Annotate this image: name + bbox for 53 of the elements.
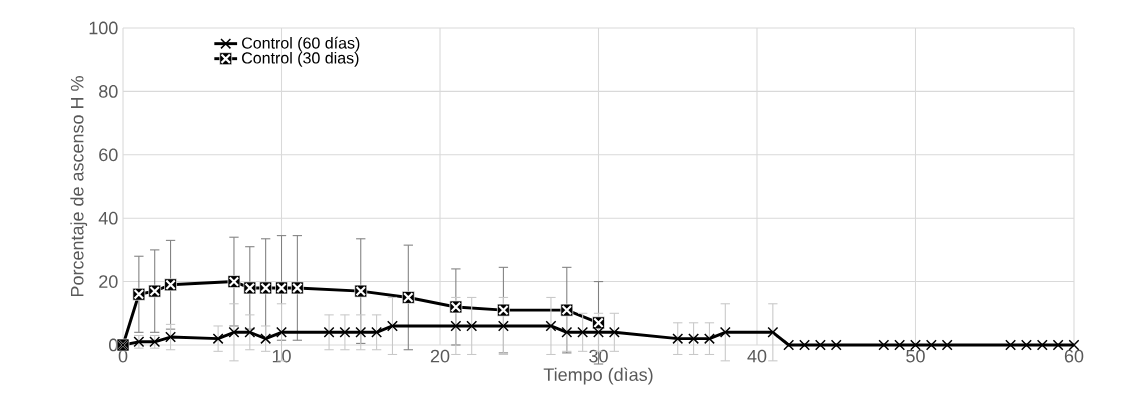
y-tick-label: 100 [89,21,118,35]
point [593,326,604,338]
y-tick-label: 20 [99,275,118,288]
x-tick-label: 50 [906,349,925,363]
point [371,326,383,338]
point [244,326,256,338]
point [355,326,367,338]
point [387,320,398,332]
point [323,326,335,338]
point [276,326,287,338]
point [688,333,700,345]
y-tick-label: 60 [99,148,118,162]
point [497,320,509,332]
point [1036,339,1048,351]
y-tick-label: 0 [109,338,118,352]
point [719,326,731,338]
point [260,333,272,345]
legend-label: Control (60 días) [242,36,360,52]
point [577,326,589,338]
point [149,336,161,348]
point [545,320,557,332]
point [925,339,937,351]
x-tick-label: 10 [272,349,291,363]
point [767,326,779,338]
point [466,320,478,332]
point [450,320,462,332]
point [608,326,620,338]
x-tick-label: 60 [1064,349,1084,363]
point [830,339,842,351]
y-tick-label: 80 [99,85,118,98]
x-tick-label: 40 [747,349,767,363]
point [878,339,890,351]
point [1020,339,1032,351]
y-tick-label: 40 [98,211,118,225]
x-tick-label: 20 [430,349,450,363]
point [165,331,177,343]
y-axis-title: Porcentaje de ascenso H % [70,76,88,297]
point [814,339,826,351]
point [703,333,715,345]
point [941,339,953,351]
point [212,333,224,345]
x-axis-title: Tiempo (dìas) [543,367,653,385]
point [783,339,795,351]
point [228,326,240,338]
point [561,326,573,338]
point [672,333,684,345]
point [1052,339,1064,351]
point [133,336,145,348]
point [1005,339,1017,351]
point [339,326,351,338]
point [799,339,810,351]
legend-label: Control (30 dias) [242,51,359,67]
point [894,339,906,351]
